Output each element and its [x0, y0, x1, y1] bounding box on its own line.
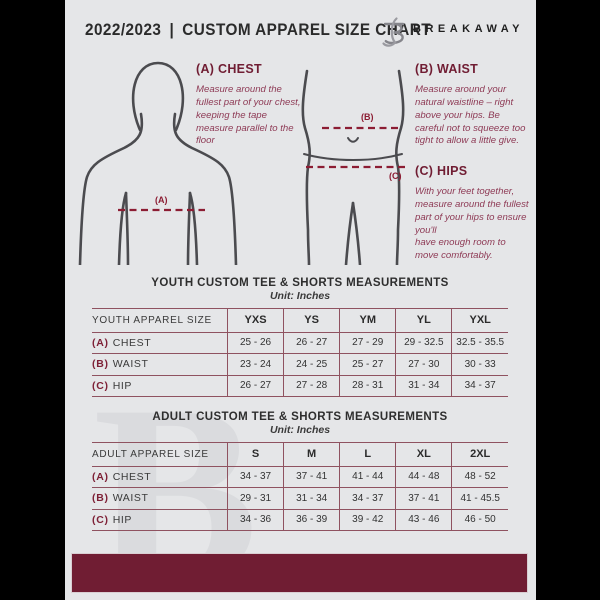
chest-guide-text: Measure around the fullest part of your …	[196, 84, 301, 147]
footer-bar	[71, 553, 528, 593]
measure-cell: 31 - 34	[395, 374, 452, 397]
hips-guide: (C) HIPS With your feet together, measur…	[415, 164, 529, 263]
row-name: WAIST	[112, 358, 149, 371]
size-header-cell: L	[339, 442, 396, 467]
size-header-cell: 2XL	[451, 442, 508, 467]
table-row: (C) HIP 34 - 36 36 - 39 39 - 42 43 - 46 4…	[92, 508, 508, 531]
hips-guide-text: With your feet together, measure around …	[415, 186, 529, 262]
adult-table-title: ADULT CUSTOM TEE & SHORTS MEASUREMENTS	[152, 411, 448, 423]
table-row: (B) WAIST 23 - 24 24 - 25 25 - 27 27 - 30…	[92, 353, 508, 376]
table-row: (A) CHEST 34 - 37 37 - 41 41 - 44 44 - 48…	[92, 465, 508, 488]
upper-body-figure	[78, 61, 238, 265]
measure-cell: 32.5 - 35.5	[451, 331, 508, 354]
adult-size-table: ADULT APPAREL SIZE S M L XL 2XL (A) CHEST…	[92, 442, 508, 531]
measure-cell: 39 - 42	[339, 508, 396, 531]
table-header-row: YOUTH APPAREL SIZE YXS YS YM YL YXL	[92, 308, 508, 333]
measure-cell: 37 - 41	[395, 487, 452, 510]
measure-cell: 24 - 25	[283, 353, 340, 376]
row-name: CHEST	[112, 470, 152, 483]
row-name: CHEST	[112, 336, 152, 349]
lower-body-figure	[301, 69, 409, 265]
row-name: HIP	[112, 513, 132, 526]
measure-cell: 28 - 31	[339, 374, 396, 397]
page-title: 2022/2023 | CUSTOM APPAREL SIZE CHART	[85, 20, 432, 39]
size-header-cell: YS	[283, 308, 340, 333]
brand-name: BREAKAWAY	[413, 23, 524, 35]
row-letter: (B)	[92, 492, 109, 505]
measure-cell: 41 - 44	[339, 465, 396, 488]
measure-cell: 37 - 41	[283, 465, 340, 488]
chest-line-label: (A)	[155, 195, 168, 205]
adult-table-unit: Unit: Inches	[269, 424, 331, 436]
row-name: HIP	[112, 379, 132, 392]
measure-cell: 34 - 37	[451, 374, 508, 397]
measure-cell: 44 - 48	[395, 465, 452, 488]
table-row: (C) HIP 26 - 27 27 - 28 28 - 31 31 - 34 3…	[92, 374, 508, 397]
waist-guide: (B) WAIST Measure around your natural wa…	[415, 62, 529, 148]
row-letter: (C)	[92, 513, 109, 526]
measure-cell: 48 - 52	[451, 465, 508, 488]
row-letter: (A)	[92, 470, 109, 483]
measure-cell: 25 - 26	[226, 331, 284, 354]
measure-cell: 41 - 45.5	[451, 487, 508, 510]
table-row: (A) CHEST 25 - 26 26 - 27 27 - 29 29 - 32…	[92, 331, 508, 354]
size-header-cell: YXL	[451, 308, 508, 333]
row-letter: (C)	[92, 379, 109, 392]
youth-size-table: YOUTH APPAREL SIZE YXS YS YM YL YXL (A) C…	[92, 308, 508, 397]
measure-cell: 26 - 27	[283, 331, 340, 354]
measure-cell: 36 - 39	[283, 508, 340, 531]
row-label: (C) HIP	[92, 374, 228, 397]
measure-cell: 26 - 27	[226, 374, 284, 397]
measure-cell: 46 - 50	[451, 508, 508, 531]
measure-cell: 43 - 46	[395, 508, 452, 531]
hips-line-label: (C)	[389, 171, 402, 181]
breakaway-logo-icon	[382, 17, 405, 47]
size-header-cell: M	[283, 442, 340, 467]
row-name: WAIST	[112, 492, 149, 505]
youth-table-unit: Unit: Inches	[269, 290, 331, 302]
measure-cell: 27 - 30	[395, 353, 452, 376]
row-label: (C) HIP	[92, 508, 228, 531]
measure-cell: 34 - 36	[226, 508, 284, 531]
measure-cell: 30 - 33	[451, 353, 508, 376]
measure-cell: 27 - 29	[339, 331, 396, 354]
measure-cell: 29 - 31	[226, 487, 284, 510]
table-header-row: ADULT APPAREL SIZE S M L XL 2XL	[92, 442, 508, 467]
size-header-cell: YM	[339, 308, 396, 333]
measure-cell: 27 - 28	[283, 374, 340, 397]
youth-table-title: YOUTH CUSTOM TEE & SHORTS MEASUREMENTS	[151, 277, 449, 289]
row-label: (B) WAIST	[92, 487, 228, 510]
youth-section: YOUTH CUSTOM TEE & SHORTS MEASUREMENTS U…	[92, 276, 508, 397]
size-header-cell: XL	[395, 442, 452, 467]
waist-guide-title: (B) WAIST	[415, 62, 479, 76]
row-label: (B) WAIST	[92, 353, 228, 376]
size-column-label: YOUTH APPAREL SIZE	[92, 308, 228, 333]
measure-cell: 25 - 27	[339, 353, 396, 376]
row-label: (A) CHEST	[92, 331, 228, 354]
size-header-cell: S	[226, 442, 284, 467]
measure-cell: 34 - 37	[226, 465, 284, 488]
chest-guide: (A) CHEST Measure around the fullest par…	[196, 62, 304, 148]
row-letter: (A)	[92, 336, 109, 349]
hips-guide-title: (C) HIPS	[415, 164, 468, 178]
measure-cell: 29 - 32.5	[395, 331, 452, 354]
chest-guide-title: (A) CHEST	[196, 62, 262, 76]
size-column-label: ADULT APPAREL SIZE	[92, 442, 228, 467]
adult-section: ADULT CUSTOM TEE & SHORTS MEASUREMENTS U…	[92, 410, 508, 531]
waist-guide-text: Measure around your natural waistline – …	[415, 84, 526, 147]
table-row: (B) WAIST 29 - 31 31 - 34 34 - 37 37 - 41…	[92, 487, 508, 510]
measure-cell: 34 - 37	[339, 487, 396, 510]
row-letter: (B)	[92, 358, 109, 371]
measure-cell: 23 - 24	[226, 353, 284, 376]
row-label: (A) CHEST	[92, 465, 228, 488]
size-header-cell: YXS	[226, 308, 284, 333]
waist-line-label: (B)	[361, 112, 374, 122]
page: B 2022/2023 | CUSTOM APPAREL SIZE CHART …	[65, 0, 536, 600]
size-header-cell: YL	[395, 308, 452, 333]
breakaway-logo: BREAKAWAY	[381, 13, 531, 47]
measure-cell: 31 - 34	[283, 487, 340, 510]
